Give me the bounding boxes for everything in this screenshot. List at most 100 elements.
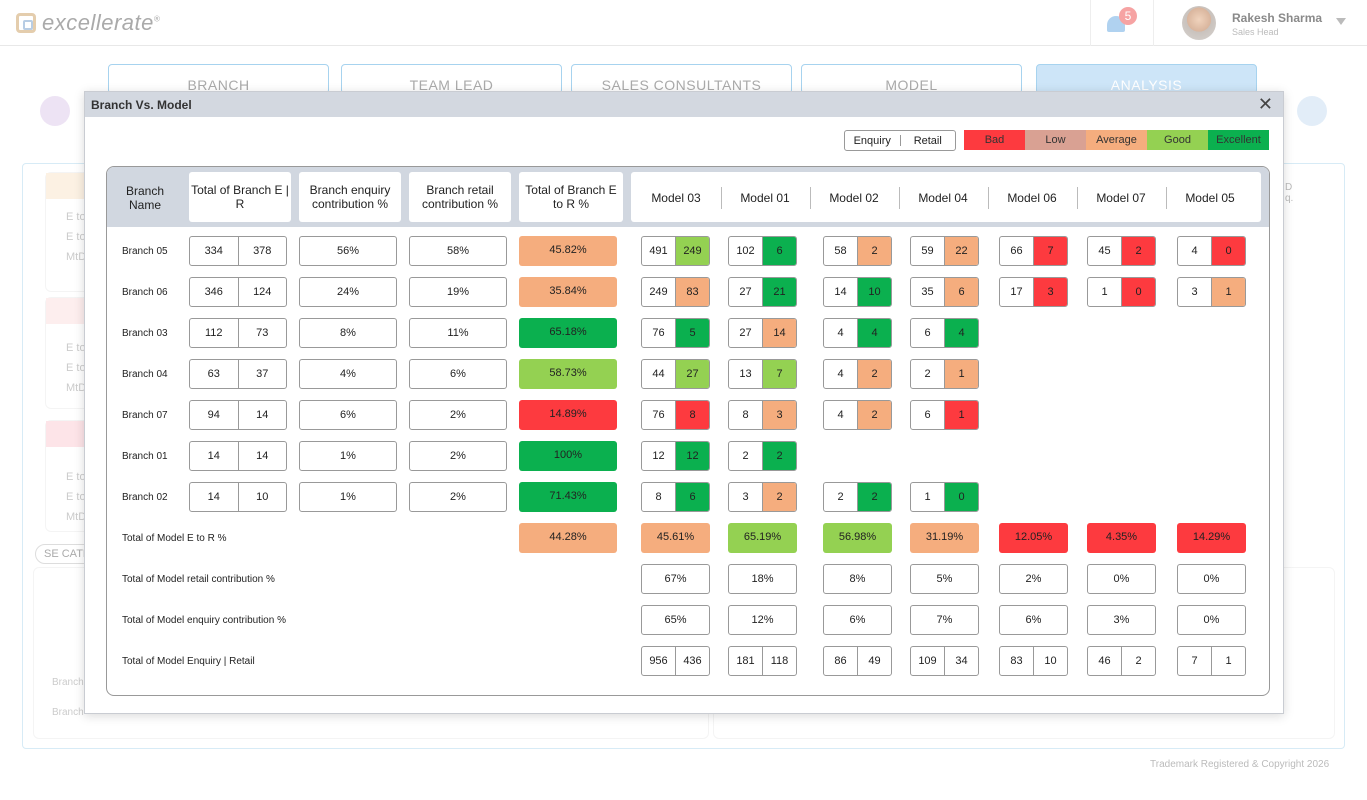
retail-value: 37 [256, 368, 269, 380]
model-cell[interactable]: 17 3 [999, 277, 1068, 307]
model-cell[interactable]: 13 7 [728, 359, 797, 389]
model-cell[interactable]: 76 5 [641, 318, 710, 348]
retail-value: 3 [763, 401, 796, 429]
branch-total-er[interactable]: 63 37 [189, 359, 287, 389]
enquiry-value: 6 [911, 401, 945, 429]
footer-copyright: Trademark Registered & Copyright 2026 [1150, 759, 1330, 770]
total-model-er[interactable]: 46 2 [1087, 646, 1156, 676]
model-cell[interactable]: 76 8 [641, 400, 710, 430]
notification-button[interactable]: 5 [1090, 0, 1154, 46]
avatar[interactable] [1182, 6, 1216, 40]
branch-total-er[interactable]: 334 378 [189, 236, 287, 266]
total-model-er[interactable]: 181 118 [728, 646, 797, 676]
retail-value: 6 [945, 278, 978, 306]
branch-total-er[interactable]: 14 14 [189, 441, 287, 471]
enquiry-value: 46 [1088, 647, 1122, 675]
enquiry-value: 4 [824, 319, 858, 347]
model-cell[interactable]: 59 22 [910, 236, 979, 266]
model-cell[interactable]: 14 10 [823, 277, 892, 307]
branch-enquiry-pct: 4% [299, 359, 397, 389]
tab-sales-consultants[interactable]: SALES CONSULTANTS [571, 64, 792, 94]
enquiry-value: 334 [190, 237, 239, 265]
model-cell[interactable]: 249 83 [641, 277, 710, 307]
brain-icon[interactable] [1297, 96, 1327, 126]
model-cell[interactable]: 45 2 [1087, 236, 1156, 266]
total-model-retail-pct: 0% [1177, 564, 1246, 594]
retail-value: 2 [1135, 655, 1142, 667]
model-cell[interactable]: 35 6 [910, 277, 979, 307]
retail-value: 14 [256, 409, 269, 421]
branch-total-er[interactable]: 94 14 [189, 400, 287, 430]
enquiry-value: 58 [824, 237, 858, 265]
chevron-down-icon[interactable] [1336, 18, 1346, 25]
total-model-er[interactable]: 109 34 [910, 646, 979, 676]
model-cell[interactable]: 102 6 [728, 236, 797, 266]
enquiry-value: 35 [911, 278, 945, 306]
branch-retail-pct: 2% [409, 482, 507, 512]
branch-total-er[interactable]: 14 10 [189, 482, 287, 512]
tab-model[interactable]: MODEL [801, 64, 1022, 94]
retail-value: 1 [1225, 655, 1232, 667]
retail-value: 6 [763, 237, 796, 265]
report-icon[interactable] [40, 96, 70, 126]
tab-branch[interactable]: BRANCH [108, 64, 329, 94]
model-headers: Model 03 Model 01 Model 02 Model 04 Model 06… [631, 172, 1261, 222]
branch-model-table: Branch Name Total of Branch E | R Branch… [106, 166, 1270, 696]
model-cell[interactable]: 491 249 [641, 236, 710, 266]
total-model-er[interactable]: 83 10 [999, 646, 1068, 676]
model-cell[interactable]: 58 2 [823, 236, 892, 266]
main-tabs: BRANCH TEAM LEAD SALES CONSULTANTS MODEL… [0, 64, 1367, 98]
branch-e-to-r: 100% [519, 441, 617, 471]
row-branch-name: Branch 04 [122, 369, 168, 380]
enquiry-value: 102 [729, 237, 763, 265]
modal-title: Branch Vs. Model [91, 98, 192, 112]
enquiry-value: 27 [729, 278, 763, 306]
row-branch-name: Branch 07 [122, 410, 168, 421]
model-cell[interactable]: 27 14 [728, 318, 797, 348]
color-legend: Bad Low Average Good Excellent [964, 130, 1269, 150]
enquiry-value: 63 [190, 360, 239, 388]
tab-analysis[interactable]: ANALYSIS [1036, 64, 1257, 94]
enquiry-retail-legend: Enquiry Retail [844, 130, 956, 151]
model-cell[interactable]: 12 12 [641, 441, 710, 471]
logo[interactable]: excellerate® [16, 10, 160, 36]
total-model-er[interactable]: 86 49 [823, 646, 892, 676]
total-model-e-to-r: 12.05% [999, 523, 1068, 553]
model-cell[interactable]: 66 7 [999, 236, 1068, 266]
branch-total-er[interactable]: 346 124 [189, 277, 287, 307]
model-cell[interactable]: 44 27 [641, 359, 710, 389]
tab-team-lead[interactable]: TEAM LEAD [341, 64, 562, 94]
retail-value: 2 [763, 442, 796, 470]
total-model-er[interactable]: 956 436 [641, 646, 710, 676]
branch-total-er[interactable]: 112 73 [189, 318, 287, 348]
total-enquiry-contribution-label: Total of Model enquiry contribution % [122, 615, 286, 626]
enquiry-value: 44 [642, 360, 676, 388]
retail-value: 3 [1034, 278, 1067, 306]
retail-value: 34 [955, 655, 968, 667]
branch-enquiry-pct: 24% [299, 277, 397, 307]
retail-value: 10 [858, 278, 891, 306]
retail-value: 2 [858, 360, 891, 388]
logo-icon [16, 13, 36, 33]
close-icon[interactable]: ✕ [1257, 94, 1273, 114]
model-cell[interactable]: 27 21 [728, 277, 797, 307]
retail-value: 118 [770, 655, 789, 667]
retail-value: 1 [1212, 278, 1245, 306]
enquiry-value: 14 [190, 442, 239, 470]
